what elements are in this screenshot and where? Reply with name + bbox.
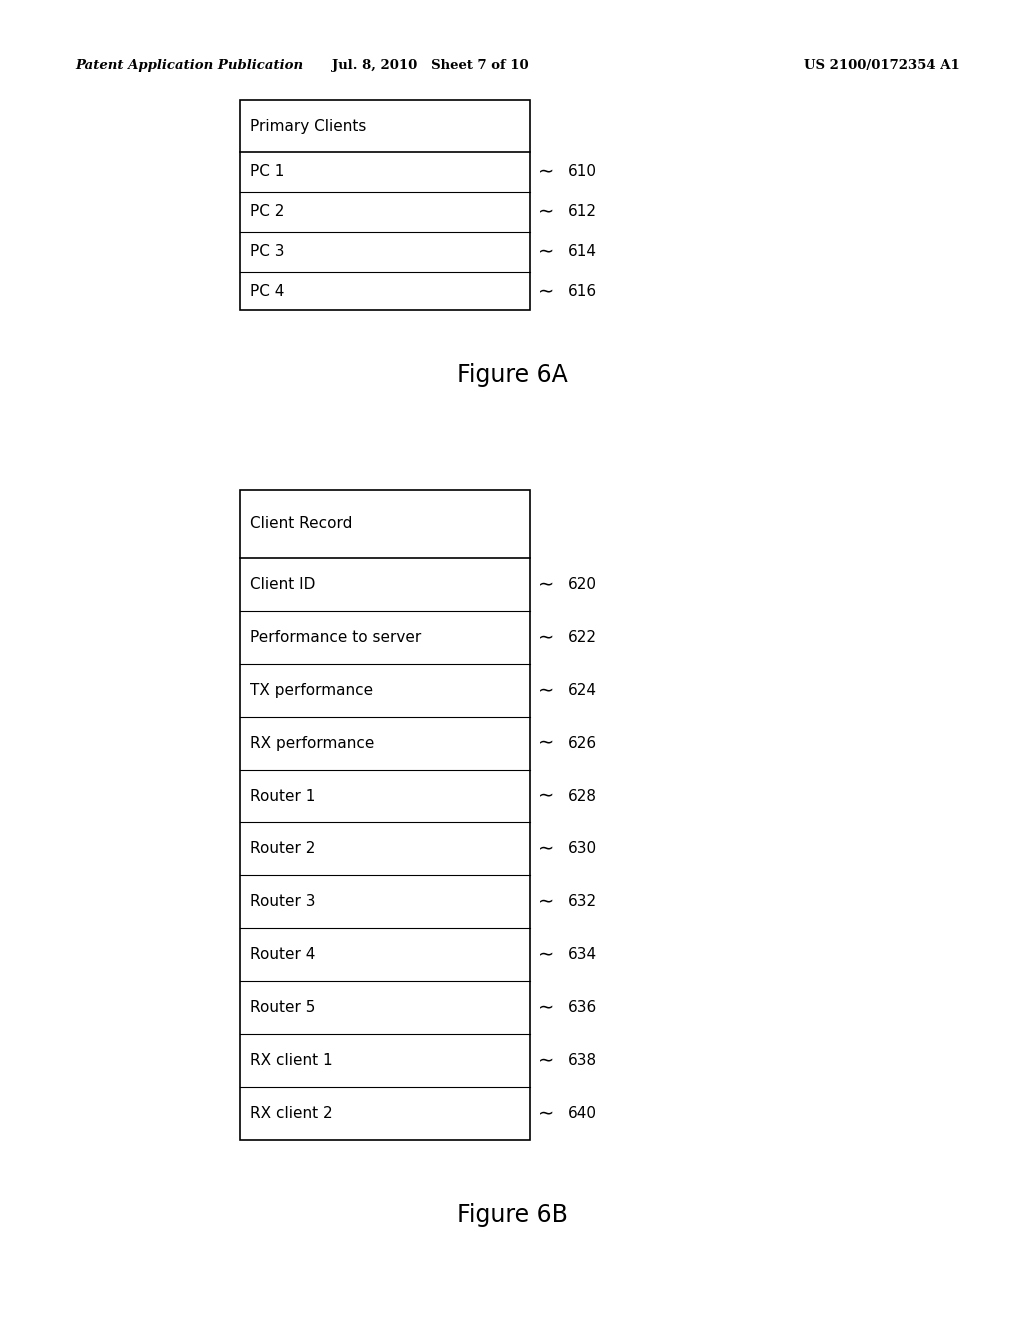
Text: ∼: ∼ bbox=[538, 1051, 554, 1071]
Text: Jul. 8, 2010   Sheet 7 of 10: Jul. 8, 2010 Sheet 7 of 10 bbox=[332, 58, 528, 71]
Text: Router 4: Router 4 bbox=[250, 948, 315, 962]
Bar bbox=[240, 490, 530, 1140]
Text: Router 3: Router 3 bbox=[250, 895, 315, 909]
Text: 634: 634 bbox=[568, 948, 597, 962]
Text: 624: 624 bbox=[568, 682, 597, 698]
Text: ∼: ∼ bbox=[538, 998, 554, 1018]
Text: ∼: ∼ bbox=[538, 282, 554, 301]
Text: 632: 632 bbox=[568, 895, 597, 909]
Text: 638: 638 bbox=[568, 1053, 597, 1068]
Text: Primary Clients: Primary Clients bbox=[250, 119, 367, 133]
Text: RX client 2: RX client 2 bbox=[250, 1106, 333, 1121]
Text: 636: 636 bbox=[568, 1001, 597, 1015]
Text: US 2100/0172354 A1: US 2100/0172354 A1 bbox=[804, 58, 961, 71]
Text: ∼: ∼ bbox=[538, 945, 554, 964]
Text: ∼: ∼ bbox=[538, 892, 554, 911]
Text: Figure 6B: Figure 6B bbox=[457, 1203, 567, 1228]
Text: ∼: ∼ bbox=[538, 734, 554, 752]
Text: 626: 626 bbox=[568, 735, 597, 751]
Text: ∼: ∼ bbox=[538, 202, 554, 222]
Text: Router 2: Router 2 bbox=[250, 841, 315, 857]
Text: ∼: ∼ bbox=[538, 681, 554, 700]
Text: ∼: ∼ bbox=[538, 243, 554, 261]
Text: Figure 6A: Figure 6A bbox=[457, 363, 567, 387]
Text: ∼: ∼ bbox=[538, 576, 554, 594]
Text: RX performance: RX performance bbox=[250, 735, 375, 751]
Text: ∼: ∼ bbox=[538, 162, 554, 181]
Text: 614: 614 bbox=[568, 244, 597, 260]
Text: Router 1: Router 1 bbox=[250, 788, 315, 804]
Bar bbox=[240, 100, 530, 310]
Text: ∼: ∼ bbox=[538, 787, 554, 805]
Text: 628: 628 bbox=[568, 788, 597, 804]
Text: Client Record: Client Record bbox=[250, 516, 352, 532]
Text: Patent Application Publication: Patent Application Publication bbox=[75, 58, 303, 71]
Text: ∼: ∼ bbox=[538, 1104, 554, 1123]
Text: TX performance: TX performance bbox=[250, 682, 373, 698]
Text: 622: 622 bbox=[568, 630, 597, 645]
Text: RX client 1: RX client 1 bbox=[250, 1053, 333, 1068]
Text: Router 5: Router 5 bbox=[250, 1001, 315, 1015]
Text: Client ID: Client ID bbox=[250, 577, 315, 591]
Text: PC 1: PC 1 bbox=[250, 165, 285, 180]
Text: PC 2: PC 2 bbox=[250, 205, 285, 219]
Text: PC 3: PC 3 bbox=[250, 244, 285, 260]
Text: ∼: ∼ bbox=[538, 840, 554, 858]
Text: 616: 616 bbox=[568, 285, 597, 300]
Text: ∼: ∼ bbox=[538, 628, 554, 647]
Text: 620: 620 bbox=[568, 577, 597, 591]
Text: Performance to server: Performance to server bbox=[250, 630, 421, 645]
Text: 640: 640 bbox=[568, 1106, 597, 1121]
Text: 630: 630 bbox=[568, 841, 597, 857]
Text: PC 4: PC 4 bbox=[250, 285, 285, 300]
Text: 610: 610 bbox=[568, 165, 597, 180]
Text: 612: 612 bbox=[568, 205, 597, 219]
